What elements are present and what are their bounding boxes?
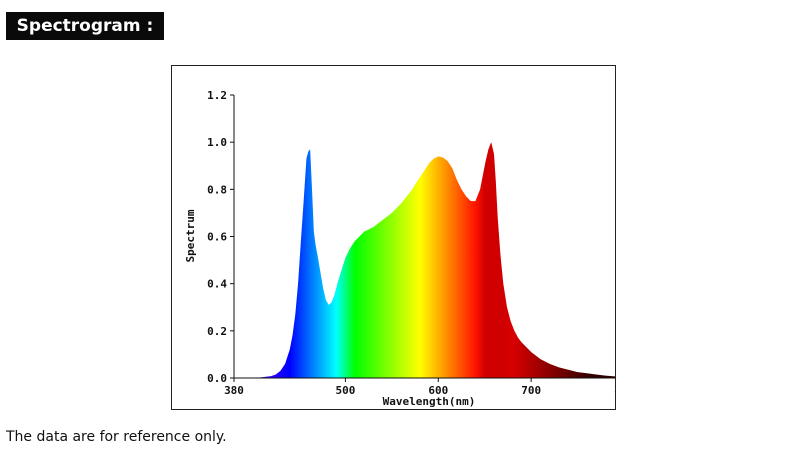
x-tick-label: 700 xyxy=(521,384,541,397)
x-axis-title: Wavelength(nm) xyxy=(383,395,476,408)
y-tick-label: 0.0 xyxy=(207,372,227,385)
spectrum-chart: 0.0 0.2 0.4 0.6 0.8 1.0 1.2 380 500 600 700 800 Wav… xyxy=(171,65,616,410)
y-tick-label: 1.2 xyxy=(207,89,227,102)
y-tick-label: 1.0 xyxy=(207,136,227,149)
x-tick-label: 600 xyxy=(428,384,448,397)
spectrum-chart-svg: 0.0 0.2 0.4 0.6 0.8 1.0 1.2 380 500 600 700 800 Wav… xyxy=(184,89,615,408)
x-tick-label: 800 xyxy=(614,384,615,397)
x-tick-label: 380 xyxy=(224,384,244,397)
y-axis-title: Spectrum xyxy=(184,209,197,262)
y-tick-label: 0.6 xyxy=(207,231,227,244)
x-tick-label: 500 xyxy=(335,384,355,397)
y-tick-label: 0.8 xyxy=(207,183,227,196)
reference-note: The data are for reference only. xyxy=(6,429,227,445)
y-tick-label: 0.4 xyxy=(207,278,227,291)
y-tick-label: 0.2 xyxy=(207,325,227,338)
page-heading: Spectrogram : xyxy=(6,12,164,40)
spectrum-area xyxy=(234,142,615,378)
